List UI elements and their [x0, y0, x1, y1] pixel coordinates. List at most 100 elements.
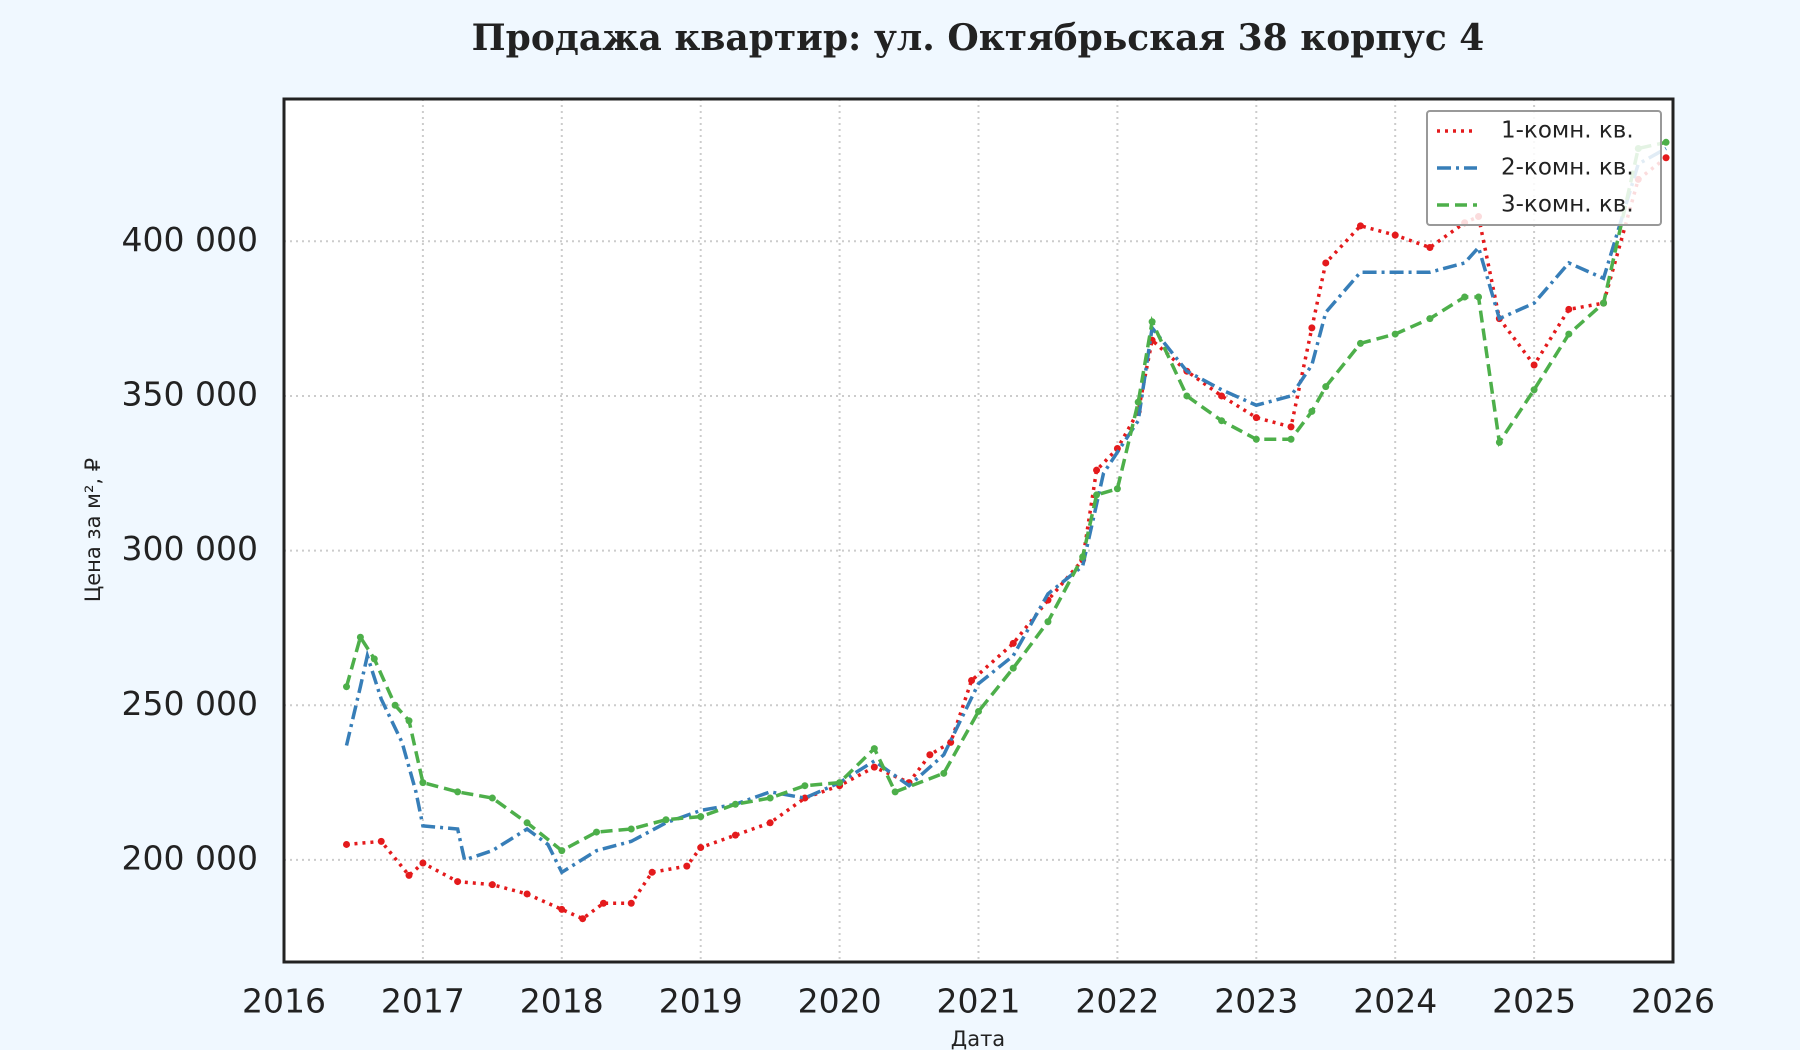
series-marker — [593, 828, 601, 836]
series-marker — [1426, 243, 1434, 251]
series-marker — [1308, 324, 1316, 332]
series-marker — [1662, 138, 1670, 146]
y-tick-label: 200 000 — [122, 838, 258, 877]
series-marker — [1044, 618, 1052, 626]
series-marker — [801, 782, 809, 790]
series-marker — [1113, 485, 1121, 493]
series-marker — [599, 899, 607, 907]
series-marker — [648, 868, 656, 876]
y-axis-label: Цена за м², ₽ — [81, 458, 105, 602]
series-marker — [1565, 330, 1573, 338]
x-tick-label: 2023 — [1214, 982, 1298, 1021]
series-marker — [766, 794, 774, 802]
series-marker — [836, 779, 844, 787]
series-marker — [627, 899, 635, 907]
x-tick-label: 2026 — [1631, 982, 1715, 1021]
series-marker — [1530, 361, 1538, 369]
series-marker — [1287, 435, 1295, 443]
series-marker — [1148, 318, 1156, 326]
plot — [283, 99, 1674, 962]
series-marker — [683, 862, 691, 870]
plot-area — [284, 99, 1673, 962]
series-marker — [766, 819, 774, 827]
series-marker — [1426, 315, 1434, 323]
y-tick-label: 300 000 — [122, 529, 258, 568]
series-marker — [1565, 305, 1573, 313]
series-marker — [1079, 553, 1087, 561]
series-marker — [1134, 398, 1142, 406]
x-tick-label: 2022 — [1075, 982, 1159, 1021]
x-tick-label: 2016 — [242, 982, 326, 1021]
legend-box — [1426, 110, 1662, 226]
x-axis-label: Дата — [951, 1027, 1005, 1050]
series-marker — [1009, 664, 1017, 672]
series-marker — [391, 701, 399, 709]
series-marker — [1322, 259, 1330, 267]
x-tick-label: 2019 — [659, 982, 743, 1021]
series-marker — [356, 633, 364, 641]
series-marker — [1530, 386, 1538, 394]
series-marker — [405, 871, 413, 879]
series-marker — [370, 655, 378, 663]
series-marker — [870, 745, 878, 753]
series-marker — [1113, 445, 1121, 453]
series-marker — [1461, 293, 1469, 301]
series-marker — [343, 840, 351, 848]
series-marker — [870, 763, 878, 771]
series-marker — [523, 819, 531, 827]
series-marker — [558, 905, 566, 913]
series-marker — [940, 769, 948, 777]
x-tick-label: 2024 — [1353, 982, 1437, 1021]
legend-label: 3-комн. кв. — [1501, 192, 1634, 218]
x-tick-label: 2021 — [937, 982, 1021, 1021]
series-marker — [1308, 407, 1316, 415]
y-tick-label: 350 000 — [122, 374, 258, 413]
chart-title: Продажа квартир: ул. Октябрьская 38 корп… — [472, 17, 1485, 59]
series-marker — [1356, 339, 1364, 347]
series-marker — [975, 707, 982, 715]
series-marker — [1662, 154, 1670, 162]
series-marker — [968, 677, 976, 685]
series-marker — [697, 813, 705, 821]
series-marker — [1356, 222, 1364, 230]
series-marker — [1218, 392, 1226, 400]
series-marker — [454, 878, 462, 886]
series-marker — [1475, 293, 1483, 301]
series-marker — [1093, 466, 1101, 474]
x-tick-label: 2025 — [1492, 982, 1576, 1021]
series-marker — [579, 915, 587, 923]
series-marker — [454, 788, 462, 796]
legend: 1-комн. кв. 2-комн. кв. 3-комн. кв. — [1426, 110, 1662, 226]
plot-frame — [282, 97, 1675, 964]
series-marker — [488, 881, 496, 889]
series-marker — [926, 751, 934, 759]
x-tick-label: 2017 — [381, 982, 465, 1021]
series-marker — [1322, 383, 1330, 391]
series-marker — [1009, 639, 1017, 647]
series-marker — [627, 825, 635, 833]
series-marker — [1600, 299, 1608, 307]
y-tick-label: 250 000 — [122, 684, 258, 723]
series-marker — [405, 717, 413, 725]
series-marker — [1183, 392, 1191, 400]
series-marker — [697, 844, 705, 852]
series-marker — [1391, 330, 1399, 338]
series-marker — [662, 816, 670, 824]
series-line — [344, 146, 1667, 875]
series-marker — [891, 788, 899, 796]
series-marker — [558, 847, 566, 855]
series-marker — [419, 859, 427, 867]
series-marker — [731, 831, 739, 839]
x-tick-label: 2018 — [520, 982, 604, 1021]
series-marker — [1218, 417, 1226, 425]
series-marker — [1252, 414, 1260, 422]
series-marker — [377, 837, 385, 845]
series-marker — [1391, 231, 1399, 239]
series-marker — [1287, 423, 1295, 431]
series-marker — [731, 800, 739, 808]
series-marker — [488, 794, 496, 802]
series-marker — [523, 890, 531, 898]
legend-label: 1-комн. кв. — [1501, 118, 1634, 144]
